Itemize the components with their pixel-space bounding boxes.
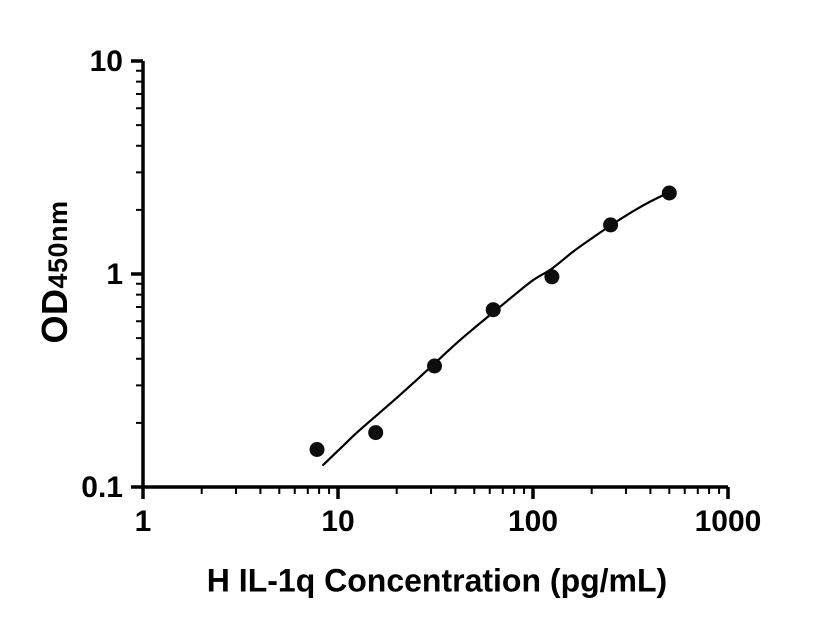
y-axis-label-sub: 450nm [43,200,73,289]
x-tick-label: 100 [508,505,558,538]
y-tick-label: 10 [90,45,123,78]
data-point [661,185,677,201]
data-point [309,442,325,457]
y-tick-label: 0.1 [81,471,123,504]
axes-line [141,61,728,489]
y-tick-label: 1 [106,258,123,291]
x-axis-label: H IL-1q Concentration (pg/mL) [206,562,668,599]
data-point [427,358,442,374]
data-point [603,217,619,233]
y-axis-label: OD450nm [34,200,76,343]
x-tick-label: 10 [321,505,354,538]
data-point [368,425,384,441]
y-axis-label-main: OD [34,288,75,344]
x-tick-label: 1 [135,505,152,538]
data-point [485,302,501,318]
fit-curve-line [322,191,671,466]
data-point [544,269,560,285]
x-tick-label: 1000 [695,505,762,538]
